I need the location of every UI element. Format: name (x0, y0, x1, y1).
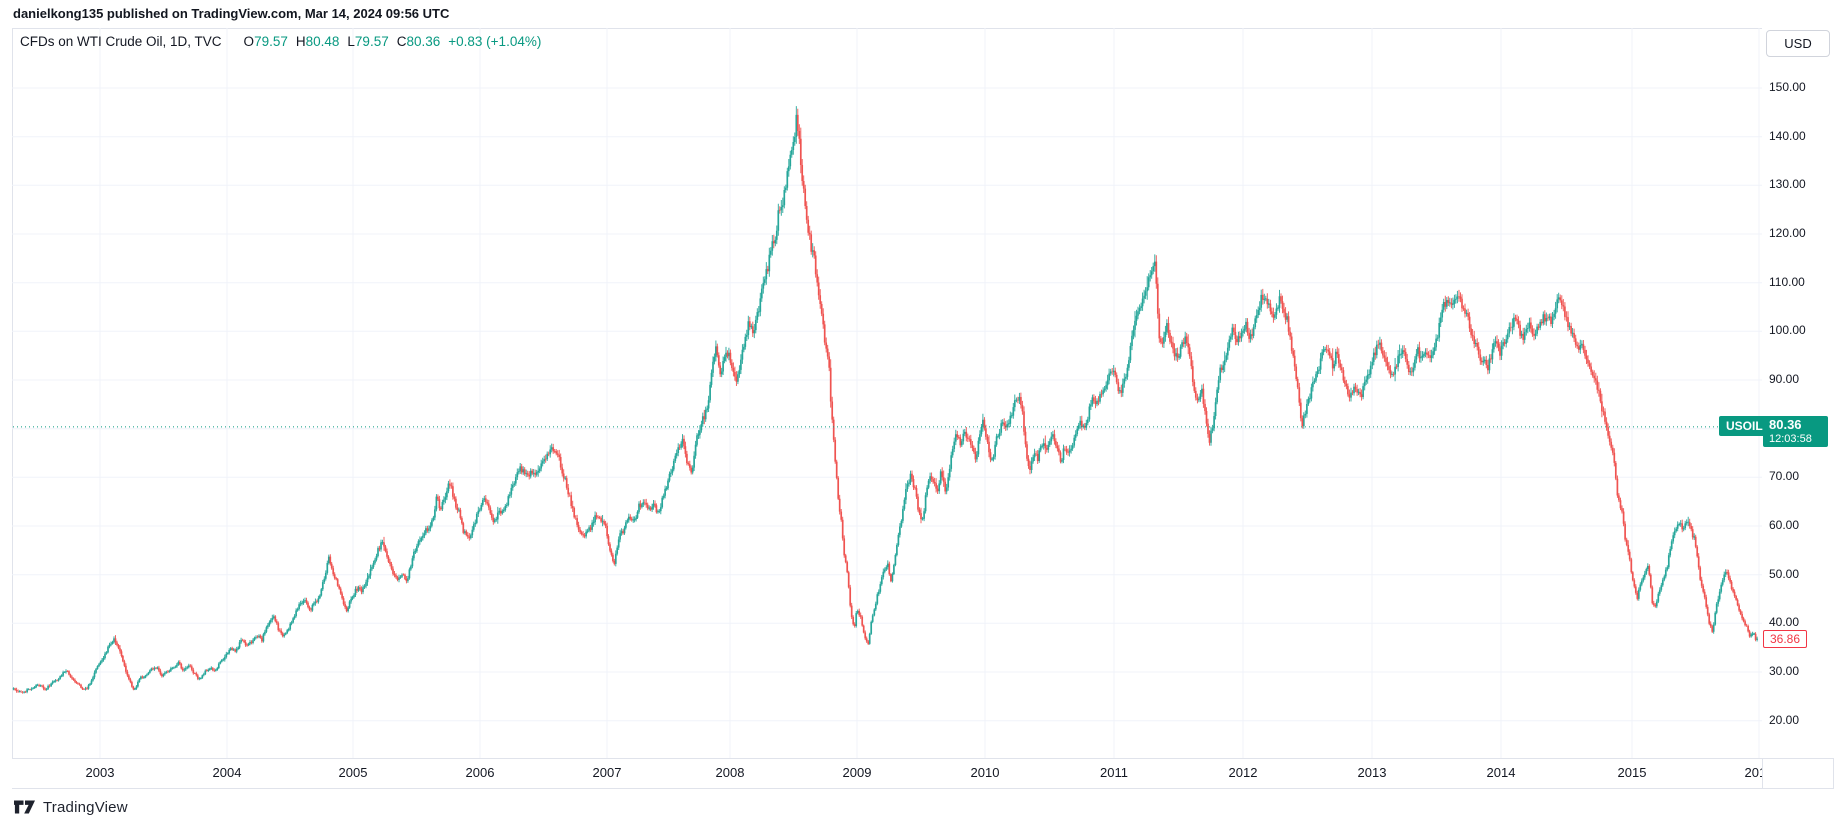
card-bottom-border (12, 788, 1834, 789)
symbol-title: CFDs on WTI Crude Oil, 1D, TVC (20, 34, 222, 49)
time-axis-label: 2005 (338, 765, 368, 780)
timeaxis-separator (12, 758, 1834, 759)
grid-lines (12, 28, 1762, 758)
tradingview-logo-text: TradingView (43, 798, 128, 816)
time-axis-label: 2009 (842, 765, 872, 780)
price-axis[interactable]: 150.00 140.00 130.00 120.00 110.00 100.00 90.0… (1762, 28, 1835, 758)
price-axis-label: 70.00 (1769, 469, 1800, 484)
attribution-text: danielkong135 published on TradingView.c… (13, 6, 450, 21)
time-axis-label: 2013 (1357, 765, 1387, 780)
change-value: +0.83 (+1.04%) (448, 34, 542, 49)
open-value: 79.57 (254, 34, 288, 49)
currency-button[interactable]: USD (1766, 30, 1830, 57)
price-axis-label: 20.00 (1769, 712, 1800, 727)
time-axis-label: 2011 (1100, 765, 1128, 780)
down-candle-wicks (14, 108, 1757, 694)
card-top-border (12, 28, 1762, 29)
tradingview-logo-icon (14, 800, 35, 814)
time-axis-label: 2015 (1617, 765, 1647, 780)
time-axis-label: 2010 (970, 765, 1000, 780)
time-axis-label: 2004 (212, 765, 242, 780)
high-label: H (295, 34, 306, 49)
price-axis-label: 130.00 (1769, 177, 1806, 192)
current-price-value: 80.36 (1769, 416, 1802, 432)
price-axis-label: 30.00 (1769, 664, 1800, 678)
tradingview-logo[interactable]: TradingView (13, 797, 128, 817)
low-label: L (347, 34, 355, 49)
high-value: 80.48 (305, 34, 340, 49)
time-axis-label: 2003 (85, 765, 115, 780)
card-left-border (12, 28, 13, 789)
time-axis-label: 2008 (715, 765, 745, 780)
price-axis-label: 40.00 (1769, 615, 1800, 630)
current-price-badge: 80.36 12:03:58 (1763, 415, 1828, 448)
time-axis[interactable]: 2003 2004 2005 2006 2007 2008 2009 2010 2011 2012… (12, 759, 1762, 788)
price-axis-label: 100.00 (1769, 323, 1806, 338)
open-label: O (243, 34, 255, 49)
low-value: 79.57 (354, 34, 389, 49)
time-axis-label: 2016 (1744, 765, 1762, 780)
time-axis-label: 2012 (1228, 765, 1258, 780)
price-axis-label: 110.00 (1769, 274, 1805, 289)
time-axis-label: 2014 (1486, 765, 1516, 780)
price-axis-label: 90.00 (1769, 372, 1800, 386)
last-price-badge: 36.86 (1763, 629, 1808, 648)
symbol-price-label-badge: USOIL (1719, 415, 1770, 436)
close-label: C (396, 34, 407, 49)
down-candle-bodies (14, 114, 1757, 693)
bar-countdown: 12:03:58 (1769, 432, 1812, 445)
price-axis-label: 50.00 (1769, 566, 1800, 581)
up-candle-bodies (12, 114, 1758, 693)
symbol-legend: CFDs on WTI Crude Oil, 1D, TVC O79.57 H80.… (20, 34, 541, 49)
time-axis-label: 2006 (465, 765, 495, 780)
price-axis-label: 140.00 (1769, 128, 1806, 143)
close-value: 80.36 (406, 34, 441, 49)
up-candle-wicks (13, 106, 1758, 694)
price-axis-label: 150.00 (1769, 80, 1806, 94)
price-axis-label: 60.00 (1769, 518, 1800, 532)
price-axis-label: 120.00 (1769, 226, 1806, 240)
time-axis-label: 2007 (592, 765, 622, 780)
